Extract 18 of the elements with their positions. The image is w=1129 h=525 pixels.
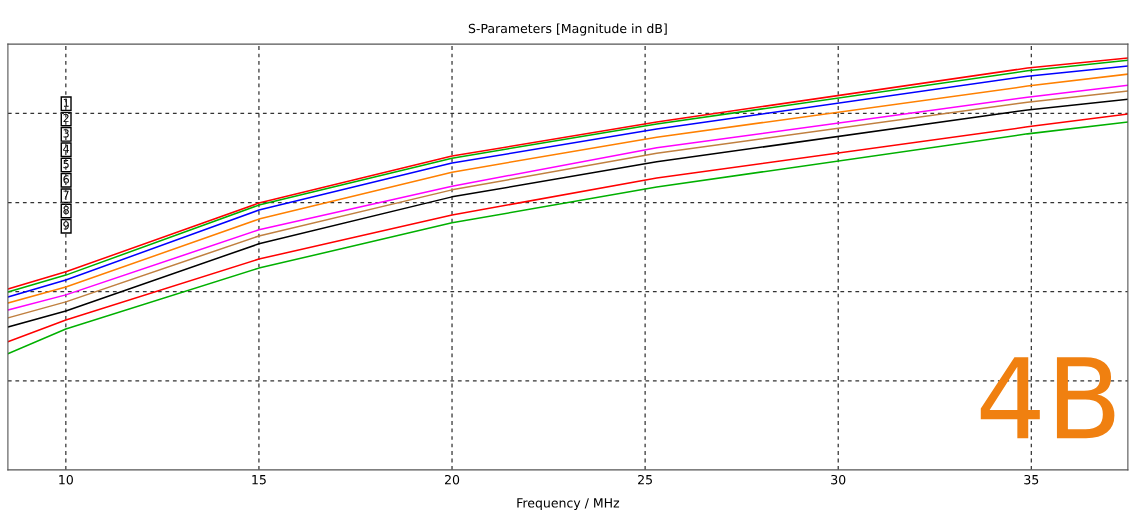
- x-axis-title: Frequency / MHz: [517, 498, 620, 511]
- x-tick-label: 15: [252, 475, 266, 485]
- annotation: 7: [63, 190, 69, 199]
- annotation: 9: [63, 221, 69, 230]
- annotation: 5: [63, 159, 69, 169]
- annotation: 4B: [980, 357, 1115, 439]
- x-tick-label: 30: [831, 474, 846, 485]
- x-tick-label: 10: [59, 474, 73, 485]
- annotation: 4: [63, 144, 70, 153]
- annotation: 6: [63, 175, 69, 184]
- x-tick-label: 35: [1024, 474, 1039, 485]
- x-tick-label: 20: [444, 474, 460, 485]
- x-tick-label: 25: [638, 474, 652, 485]
- annotation: 3: [63, 129, 69, 138]
- annotation: 2: [63, 113, 69, 123]
- annotation: 1: [63, 98, 69, 107]
- chart-title: S-Parameters [Magnitude in dB]: [468, 23, 667, 36]
- annotation: 8: [63, 205, 69, 215]
